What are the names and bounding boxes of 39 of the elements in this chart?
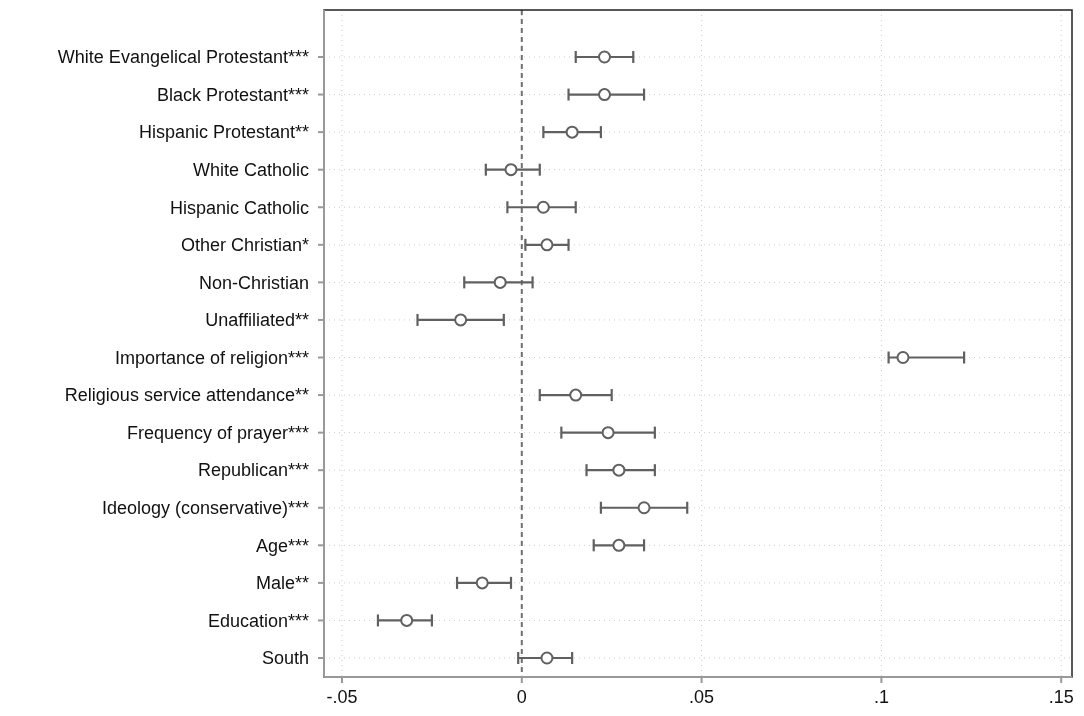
point [540,651,554,665]
y-tick-label: Other Christian* [180,235,309,256]
y-tick-label: Hispanic Catholic [169,197,309,218]
point [612,538,626,552]
point [454,313,468,327]
point [400,613,414,627]
point [637,501,651,515]
y-tick-label: White Catholic [192,159,309,180]
point [504,163,518,177]
y-tick-label: Hispanic Protestant** [138,122,309,143]
y-tick-label: White Evangelical Protestant*** [57,47,309,68]
y-tick-label: Age*** [255,535,309,556]
y-tick-label: Non-Christian [198,272,309,293]
point [536,200,550,214]
point [612,463,626,477]
point [565,125,579,139]
point [598,88,611,102]
point [569,388,583,402]
point [475,576,489,590]
point [493,275,507,289]
x-tick-label: .05 [689,687,715,707]
y-tick-label: South [261,648,309,669]
x-tick-label: -.05 [326,687,358,707]
y-tick-label: Male** [255,573,309,594]
y-tick-label: Importance of religion*** [114,347,309,368]
y-tick-label: Ideology (conservative)*** [101,498,309,519]
y-tick-label: Frequency of prayer*** [126,422,309,443]
x-tick-label: .15 [1048,687,1074,707]
x-tick-label: .1 [873,687,889,707]
y-tick-label: Republican*** [197,460,309,481]
y-tick-label: Religious service attendance** [64,385,309,406]
y-tick-label: Unaffiliated** [205,310,309,331]
point [598,50,611,64]
point [540,238,554,252]
x-tick-label: 0 [516,687,527,707]
point [896,351,910,364]
y-tick-label: Black Protestant*** [156,84,309,105]
point [601,426,615,440]
y-tick-label: Education*** [207,610,309,631]
